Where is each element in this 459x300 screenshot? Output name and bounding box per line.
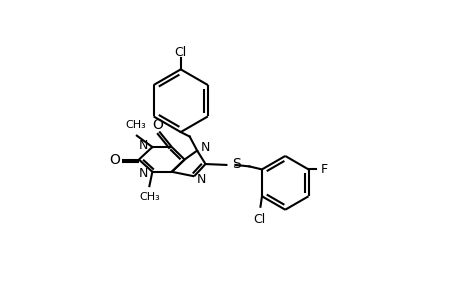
- Text: Cl: Cl: [174, 46, 186, 59]
- Text: N: N: [197, 173, 206, 186]
- Text: CH₃: CH₃: [125, 120, 146, 130]
- Text: S: S: [231, 157, 240, 171]
- Text: N: N: [138, 139, 147, 152]
- Text: CH₃: CH₃: [139, 191, 159, 202]
- Text: Cl: Cl: [253, 213, 265, 226]
- Text: N: N: [200, 140, 210, 154]
- Text: F: F: [320, 163, 327, 176]
- Text: O: O: [152, 118, 163, 132]
- Text: N: N: [138, 167, 147, 180]
- Text: O: O: [109, 153, 120, 166]
